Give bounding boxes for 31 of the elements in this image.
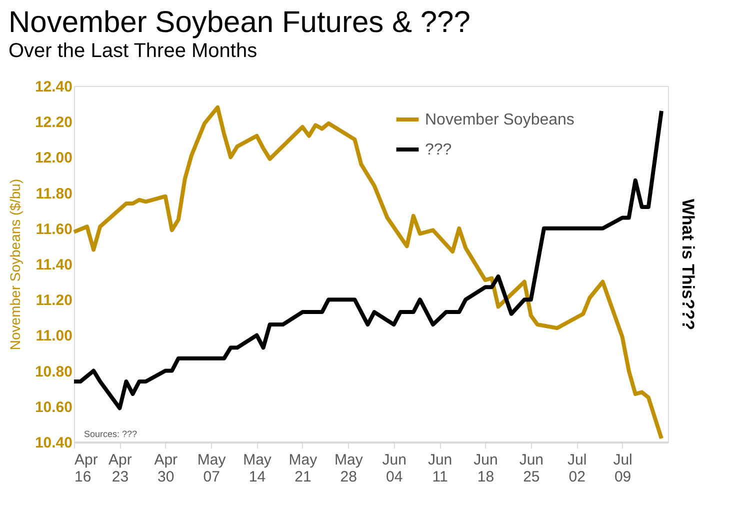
- x-tick-label: May 28: [334, 452, 364, 486]
- y-tick-label: 11.40: [36, 256, 72, 274]
- y-tick-label: 12.00: [34, 150, 72, 167]
- legend-label: ???: [425, 142, 452, 158]
- x-tick-label: Jun 04: [382, 452, 406, 486]
- y-tick-label: 11.80: [36, 185, 72, 202]
- chart-subtitle: Over the Last Three Months: [8, 40, 258, 62]
- x-tick-label: Jun 25: [519, 452, 544, 486]
- x-tick-label: May 14: [243, 452, 272, 486]
- y-tick-label: 11.00: [36, 328, 72, 345]
- x-tick-label: May 07: [197, 452, 226, 486]
- y-tick-label: 12.40: [34, 78, 72, 96]
- y-tick-label: 10.40: [34, 434, 72, 452]
- y-tick-label: 10.60: [34, 398, 72, 416]
- y-tick-label: 11.60: [36, 220, 72, 238]
- x-tick-label: Jun 18: [474, 452, 498, 486]
- y-tick-label: 12.20: [34, 114, 72, 132]
- x-tick-label: Apr 16: [74, 452, 98, 486]
- legend-label: November Soybeans: [425, 112, 574, 128]
- x-tick-label: Jun 11: [428, 452, 452, 486]
- x-tick-label: Jul 02: [568, 452, 587, 486]
- chart-title: November Soybean Futures & ???: [8, 6, 470, 39]
- x-tick-label: May 21: [288, 452, 318, 486]
- y-tick-label: 10.80: [34, 363, 72, 380]
- y2-axis-title: What is This???: [678, 198, 698, 330]
- x-tick-label: Jul 09: [613, 452, 632, 486]
- annotation: Sources: ???: [84, 429, 138, 439]
- x-tick-label: Apr 23: [108, 452, 132, 486]
- y-tick-label: 11.20: [36, 292, 72, 310]
- y-axis-title: November Soybeans ($/bu): [6, 178, 23, 350]
- x-tick-label: Apr 30: [154, 452, 178, 486]
